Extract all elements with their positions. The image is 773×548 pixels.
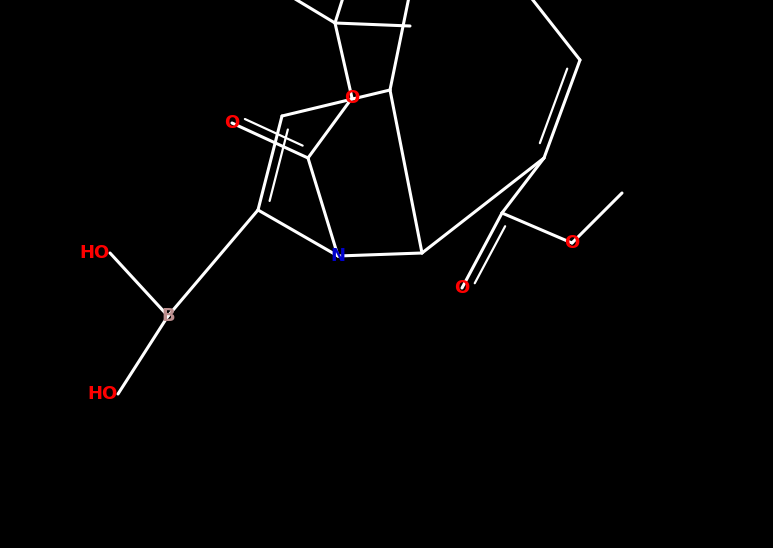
Text: HO: HO [88, 385, 118, 403]
Text: O: O [224, 114, 240, 132]
Text: HO: HO [80, 244, 110, 262]
Text: N: N [331, 247, 346, 265]
Text: O: O [564, 234, 580, 252]
Text: O: O [345, 89, 359, 107]
Text: O: O [455, 279, 470, 297]
Text: B: B [162, 307, 175, 325]
